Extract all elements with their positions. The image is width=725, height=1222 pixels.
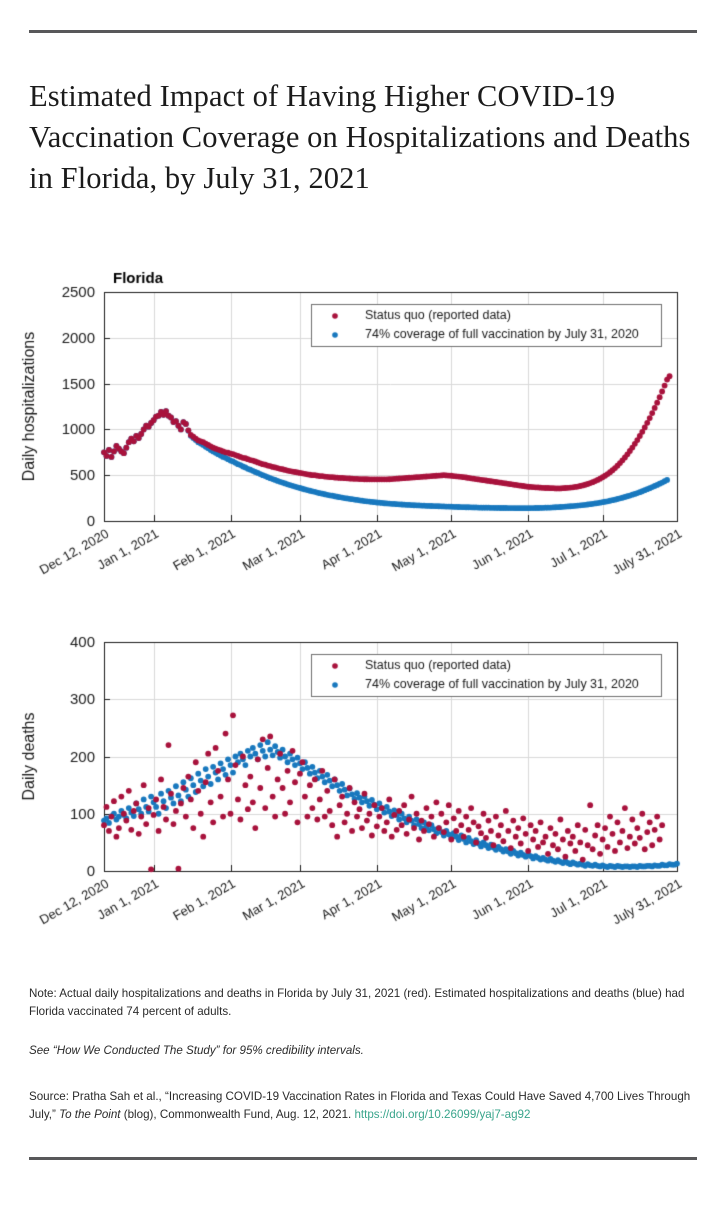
chart2-legend-status-quo: Status quo (reported data) (0, 957, 1, 958)
chart-deaths: Daily deaths Status quo (reported data) … (0, 612, 725, 957)
source-text-part2: (blog), Commonwealth Fund, Aug. 12, 2021… (120, 1107, 355, 1121)
source-publication: To the Point (59, 1107, 121, 1121)
source-text-part1: Source: Pratha Sah et al., “Increasing C… (29, 1090, 691, 1121)
chart-hospitalizations: Daily hospitalizations Florida Status qu… (0, 262, 725, 607)
top-divider (29, 30, 697, 33)
credibility-note: See “How We Conducted The Study” for 95%… (29, 1044, 364, 1057)
chart1-ylabel: Daily hospitalizations (0, 607, 1, 608)
chart2-ylabel: Daily deaths (0, 957, 1, 958)
chart1-legend-status-quo: Status quo (reported data) (0, 607, 1, 608)
figure-note: Note: Actual daily hospitalizations and … (29, 987, 685, 1018)
figure-source: Source: Pratha Sah et al., “Increasing C… (29, 1088, 697, 1123)
chart2-legend-projected: 74% coverage of full vaccination by July… (0, 957, 1, 958)
page-title: Estimated Impact of Having Higher COVID-… (29, 79, 691, 196)
bottom-divider (29, 1157, 697, 1160)
hospitalizations-scatter-canvas (0, 262, 725, 607)
chart1-legend-projected: 74% coverage of full vaccination by July… (0, 607, 1, 608)
chart1-title: Florida (0, 607, 1, 608)
deaths-scatter-canvas (0, 612, 725, 957)
source-doi-link[interactable]: https://doi.org/10.26099/yaj7-ag92 (354, 1107, 531, 1121)
